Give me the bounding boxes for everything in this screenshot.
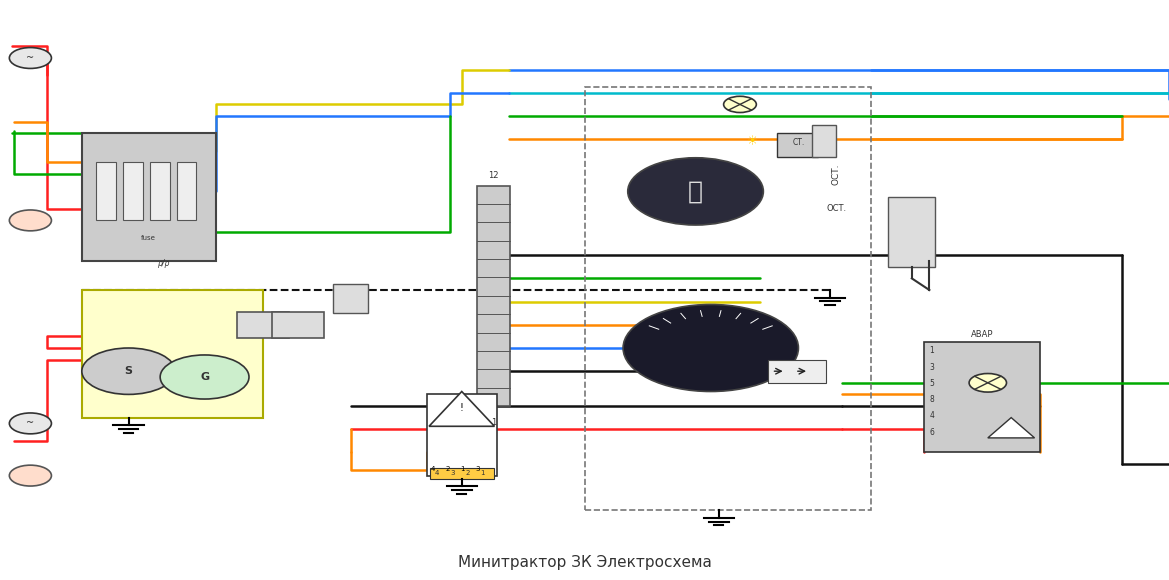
Text: ρ/ρ: ρ/ρ [158,259,170,269]
Text: ~: ~ [27,53,34,63]
Text: ОСТ.: ОСТ. [826,204,848,213]
Bar [272,312,324,338]
Bar [237,312,289,338]
Circle shape [9,48,51,68]
Text: G: G [200,372,209,382]
Circle shape [160,355,249,399]
Bar [82,133,216,261]
Text: 1: 1 [461,466,465,472]
Bar [82,290,263,418]
Text: ОСТ.: ОСТ. [831,163,841,185]
Circle shape [623,304,798,392]
Bar [888,197,935,267]
Bar [812,125,836,157]
Polygon shape [429,392,494,426]
Text: 3: 3 [929,362,934,372]
Bar [333,284,368,313]
Bar [96,162,116,220]
Text: ~: ~ [27,418,34,429]
Circle shape [969,374,1007,392]
Bar [584,87,871,510]
Circle shape [9,465,51,486]
Bar [777,133,818,157]
Circle shape [82,348,175,394]
Text: ☀: ☀ [747,135,759,148]
Text: 8: 8 [929,395,934,404]
Bar [150,162,170,220]
Text: АВАР: АВАР [970,330,994,339]
Text: 4: 4 [430,466,435,472]
Circle shape [9,413,51,434]
Text: 2: 2 [445,466,450,472]
Text: 1: 1 [480,470,485,476]
Text: Минитрактор ЗК Электросхема: Минитрактор ЗК Электросхема [457,555,712,570]
Bar [477,186,510,406]
Bar [430,468,494,478]
Text: 4: 4 [435,470,440,476]
Text: 6: 6 [929,427,934,437]
Bar [768,360,826,383]
Bar [924,342,1040,452]
Text: S: S [125,366,132,376]
Text: fuse: fuse [141,235,155,241]
Polygon shape [988,418,1035,438]
Bar [123,162,143,220]
Bar [177,162,196,220]
Circle shape [628,158,763,225]
Text: 4: 4 [929,411,934,420]
Text: 3: 3 [476,466,480,472]
Text: !: ! [459,403,464,413]
Text: СТ.: СТ. [793,137,804,147]
Text: ⌚: ⌚ [689,179,703,204]
Text: 5: 5 [929,379,934,388]
Circle shape [9,210,51,231]
Bar [427,394,497,476]
Text: 2: 2 [465,470,470,476]
Text: 1: 1 [929,346,934,356]
Text: 12: 12 [489,171,498,180]
Text: 3: 3 [450,470,455,476]
Circle shape [724,96,756,113]
Text: 1: 1 [491,418,496,427]
